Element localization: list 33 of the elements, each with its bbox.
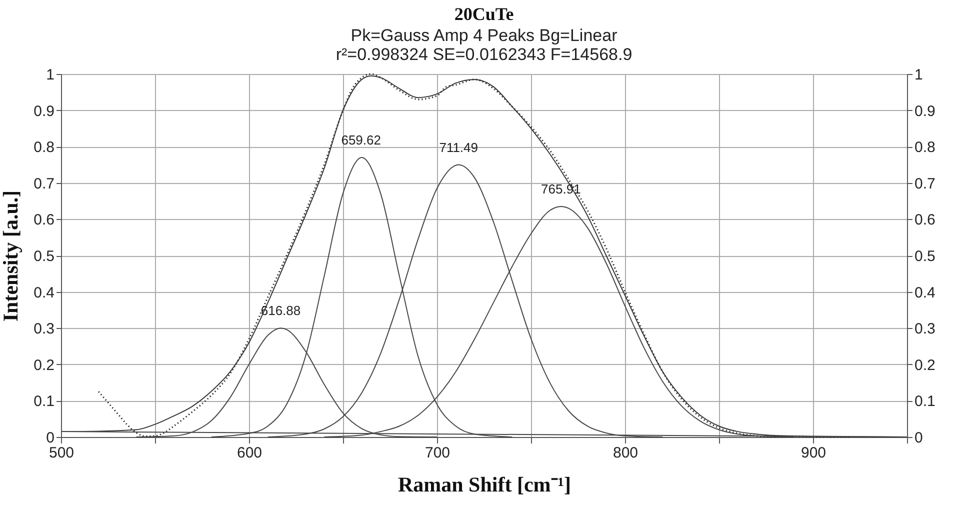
y2-tick-label: 0.6 bbox=[914, 212, 936, 229]
y-tick-label: 0.4 bbox=[34, 284, 54, 302]
y-tick-label: 0.1 bbox=[34, 393, 54, 410]
annotation: 659.62 bbox=[341, 132, 381, 148]
y2-tick-label: 0.8 bbox=[914, 139, 936, 156]
y-axis-title: Intensity [a.u.] bbox=[0, 190, 23, 322]
y-tick-label: 0 bbox=[46, 430, 54, 446]
chart-subtitle: Pk=Gauss Amp 4 Peaks Bg=Linear r²=0.998324 SE=0.0162343 F=14568.9 bbox=[336, 26, 632, 64]
y-tick-label: 0.8 bbox=[34, 139, 54, 156]
y-tick-label: 0.3 bbox=[34, 320, 54, 338]
y2-tick-label: 1 bbox=[914, 66, 923, 84]
y-tick-label: 0.7 bbox=[34, 175, 54, 192]
x-axis-title: Raman Shift [cm⁻¹] bbox=[398, 472, 572, 496]
y2-tick-label: 0.5 bbox=[914, 248, 936, 265]
y-tick-label: 0.6 bbox=[34, 212, 54, 229]
y2-tick-label: 0.4 bbox=[914, 284, 936, 302]
y2-tick-label: 0 bbox=[914, 430, 923, 446]
x-tick-label: 900 bbox=[800, 444, 826, 462]
y2-tick-label: 0.9 bbox=[914, 102, 936, 120]
x-tick-label: 700 bbox=[424, 444, 450, 462]
y2-tick-label: 0.1 bbox=[914, 393, 936, 410]
y-tick-label: 0.5 bbox=[34, 248, 54, 265]
x-tick-label: 600 bbox=[236, 444, 262, 462]
y2-tick-label: 0.7 bbox=[914, 175, 936, 192]
y-tick-label: 0.2 bbox=[34, 356, 54, 374]
y2-tick-label: 0.3 bbox=[914, 320, 936, 338]
chart-title: 20CuTe bbox=[454, 4, 514, 24]
annotation: 711.49 bbox=[439, 140, 478, 155]
y-tick-label: 1 bbox=[46, 66, 54, 84]
x-tick-label: 800 bbox=[612, 444, 638, 462]
x-tick-label: 500 bbox=[48, 444, 74, 462]
y2-tick-label: 0.2 bbox=[914, 356, 936, 374]
y-tick-label: 0.9 bbox=[34, 102, 54, 120]
